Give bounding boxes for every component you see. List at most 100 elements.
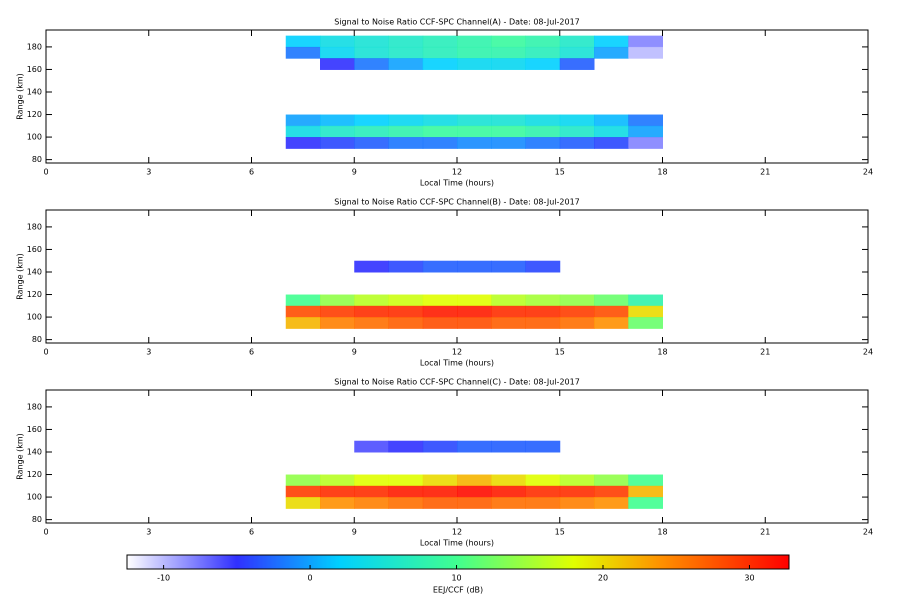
heat-cell (559, 317, 595, 329)
heat-cell (457, 485, 492, 498)
y-tick-label: 160 (27, 245, 42, 254)
heat-cell (388, 137, 424, 149)
heat-cell (388, 440, 424, 453)
heat-cell (320, 35, 355, 48)
y-axis-label: Range (km) (16, 73, 25, 120)
heat-cell (422, 137, 458, 149)
heat-cell (422, 440, 458, 453)
heat-cell (525, 114, 561, 127)
panel-title: Signal to Noise Ratio CCF-SPC Channel(A)… (334, 18, 580, 27)
y-tick-label: 100 (27, 133, 42, 142)
heat-cell (354, 317, 389, 329)
heat-cell (491, 46, 526, 59)
heat-cell (320, 294, 355, 307)
heat-cell (354, 260, 389, 273)
heat-cell (491, 474, 526, 487)
heat-cell (457, 317, 492, 329)
y-tick-label: 80 (32, 155, 42, 164)
heat-cell (354, 137, 389, 149)
y-axis-label: Range (km) (16, 253, 25, 300)
x-tick-label: 18 (657, 528, 667, 537)
heat-cell (320, 474, 355, 487)
heat-cell (594, 46, 629, 59)
x-tick-label: 21 (760, 528, 770, 537)
heat-cell (320, 58, 355, 70)
x-tick-label: 12 (452, 348, 462, 357)
heat-cell (388, 58, 424, 70)
heat-cell (285, 474, 321, 487)
heat-cell (594, 294, 629, 307)
heat-cell (354, 58, 389, 70)
colorbar-tick-label: 30 (744, 574, 754, 583)
x-tick-label: 15 (555, 168, 565, 177)
heat-cell (491, 35, 526, 48)
heat-cell (491, 305, 526, 318)
heat-cell (628, 317, 663, 329)
colorbar-tick-label: 0 (308, 574, 313, 583)
heat-cell (491, 440, 526, 453)
x-tick-label: 3 (146, 528, 151, 537)
heat-cell (525, 440, 561, 453)
y-tick-label: 160 (27, 425, 42, 434)
heat-cell (388, 114, 424, 127)
heat-cell (491, 58, 526, 70)
heat-cell (285, 485, 321, 498)
y-tick-label: 140 (27, 267, 42, 276)
heat-cell (354, 114, 389, 127)
heat-cell (525, 474, 561, 487)
y-tick-label: 140 (27, 447, 42, 456)
heat-cell (559, 58, 595, 70)
heat-cell (628, 125, 663, 138)
x-tick-label: 24 (863, 348, 873, 357)
heat-cell (525, 260, 561, 273)
heat-cell (457, 474, 492, 487)
heat-cell (388, 46, 424, 59)
heat-cell (594, 114, 629, 127)
heat-cell (320, 125, 355, 138)
y-tick-label: 180 (27, 402, 42, 411)
x-tick-label: 3 (146, 348, 151, 357)
heat-cell (594, 125, 629, 138)
heat-cell (559, 474, 595, 487)
heat-cell (285, 137, 321, 149)
x-tick-label: 21 (760, 348, 770, 357)
heat-cell (628, 305, 663, 318)
heat-cell (457, 305, 492, 318)
heat-cell (422, 305, 458, 318)
heat-cell (388, 35, 424, 48)
heat-cell (320, 485, 355, 498)
heat-cell (594, 305, 629, 318)
heat-cell (525, 305, 561, 318)
heat-cell (422, 58, 458, 70)
heat-cell (628, 294, 663, 307)
y-tick-label: 80 (32, 515, 42, 524)
heat-cell (525, 485, 561, 498)
heat-cell (422, 485, 458, 498)
heat-cell (491, 485, 526, 498)
heat-cell (457, 58, 492, 70)
colorbar-tick-label: -10 (157, 574, 170, 583)
heat-cell (594, 485, 629, 498)
heat-cell (354, 497, 389, 509)
heat-cell (559, 125, 595, 138)
x-tick-label: 6 (249, 168, 254, 177)
colorbar-tick-label: 20 (598, 574, 608, 583)
heat-cell (525, 125, 561, 138)
heat-cell (354, 35, 389, 48)
heat-cell (457, 114, 492, 127)
heat-cell (559, 137, 595, 149)
heat-cell (525, 58, 561, 70)
heat-cell (388, 497, 424, 509)
heat-cell (491, 125, 526, 138)
heat-cell (388, 260, 424, 273)
heat-cell (354, 125, 389, 138)
heat-cell (628, 114, 663, 127)
heat-cell (285, 294, 321, 307)
x-tick-label: 24 (863, 528, 873, 537)
heat-cell (628, 35, 663, 48)
x-tick-label: 15 (555, 348, 565, 357)
heat-cell (525, 497, 561, 509)
heat-cell (491, 260, 526, 273)
y-tick-label: 180 (27, 42, 42, 51)
